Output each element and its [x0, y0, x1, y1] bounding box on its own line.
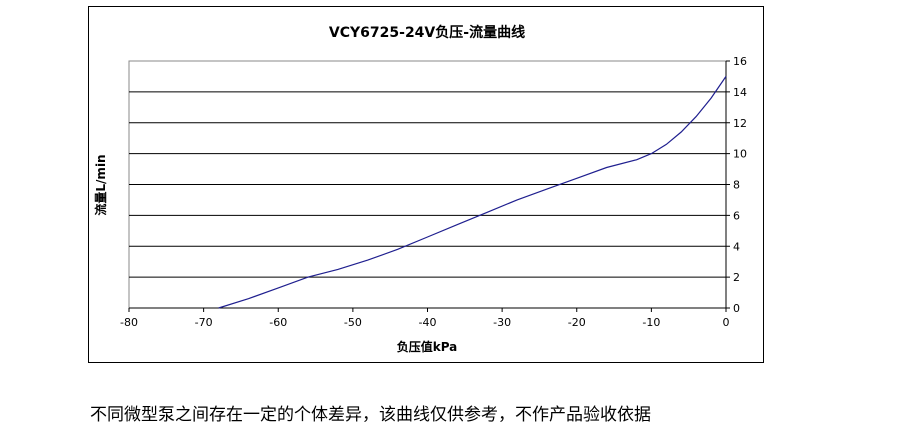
y-tick-label: 2	[733, 271, 740, 284]
x-tick-label: 0	[723, 316, 730, 329]
x-axis-label: 负压值kPa	[397, 339, 458, 354]
x-tick-label: -70	[195, 316, 213, 329]
y-tick-label: 16	[733, 55, 747, 68]
y-tick-label: 12	[733, 117, 747, 130]
x-tick-label: -60	[269, 316, 287, 329]
y-tick-label: 10	[733, 148, 747, 161]
x-tick-label: -40	[419, 316, 437, 329]
x-tick-label: -20	[568, 316, 586, 329]
chart: 0 2 4 6 8 10 12 14 16 -80 -70 -60 -50 -40 -30 -20 -10 0 V…	[93, 24, 747, 354]
x-tick-label: -80	[120, 316, 138, 329]
y-tick-label: 14	[733, 86, 747, 99]
gridlines	[129, 91, 726, 278]
x-tick-label: -10	[642, 316, 660, 329]
y-tick-label: 6	[733, 209, 740, 222]
x-tick-label: -30	[493, 316, 511, 329]
axes: 0 2 4 6 8 10 12 14 16 -80 -70 -60 -50 -40 -30 -20 -10 0	[120, 55, 747, 329]
disclaimer-caption: 不同微型泵之间存在一定的个体差异，该曲线仅供参考，不作产品验收依据	[90, 405, 651, 425]
x-tick-label: -50	[344, 316, 362, 329]
series-line-layer	[218, 76, 727, 309]
chart-frame: 0 2 4 6 8 10 12 14 16 -80 -70 -60 -50 -40 -30 -20 -10 0 V…	[88, 6, 764, 363]
series-line	[218, 76, 727, 309]
y-axis-label: 流量L/min	[93, 154, 108, 215]
chart-title: VCY6725-24V负压-流量曲线	[329, 24, 525, 41]
y-tick-label: 0	[733, 302, 740, 315]
y-tick-label: 8	[733, 179, 740, 192]
y-tick-label: 4	[733, 240, 740, 253]
